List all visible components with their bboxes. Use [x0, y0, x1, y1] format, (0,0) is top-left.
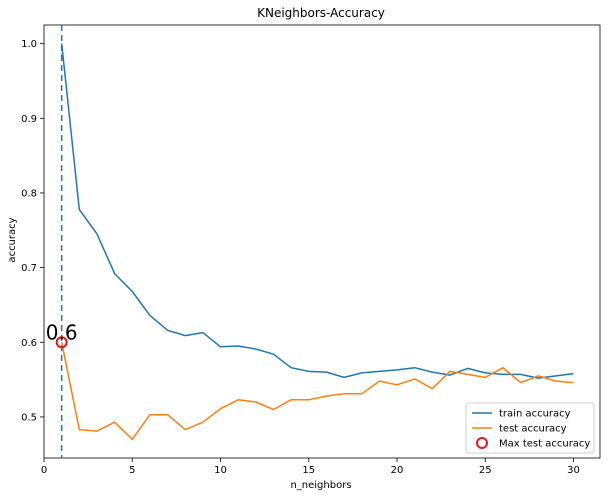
- series-line-train-accuracy: [60, 43, 574, 379]
- max-test-accuracy-marker: [55, 336, 68, 349]
- plot-frame: [43, 24, 601, 459]
- y-axis: 0.5 0.6 0.7 0.8 0.9 1.0: [21, 39, 44, 423]
- series-line-test-accuracy: [60, 342, 574, 441]
- legend-label: Max test accuracy: [499, 439, 590, 450]
- legend-label: train accuracy: [499, 409, 571, 420]
- x-tick-label: 5: [129, 465, 135, 476]
- y-tick-label: 0.5: [21, 412, 37, 423]
- x-tick-label: 20: [391, 465, 404, 476]
- legend-label: test accuracy: [499, 424, 567, 435]
- x-axis: 0 5 10 15 20 25 30: [41, 458, 580, 476]
- x-tick-label: 10: [214, 465, 227, 476]
- y-axis-title: accuracy: [7, 217, 18, 262]
- x-axis-title: n_neighbors: [290, 480, 351, 491]
- x-tick-label: 0: [41, 465, 47, 476]
- legend-box: [465, 402, 595, 454]
- max-value-annotation: 0.6: [46, 320, 78, 344]
- x-tick-label: 15: [302, 465, 315, 476]
- legend-marker: [476, 437, 488, 449]
- x-tick-label: 25: [479, 465, 492, 476]
- y-tick-label: 0.6: [21, 338, 37, 349]
- y-tick-label: 0.7: [21, 263, 37, 274]
- y-tick-label: 0.8: [21, 188, 37, 199]
- legend: train accuracy test accuracy Max test accu…: [465, 402, 595, 454]
- y-tick-label: 1.0: [21, 39, 37, 50]
- chart-title: KNeighbors-Accuracy: [257, 6, 385, 20]
- x-tick-label: 30: [567, 465, 580, 476]
- y-tick-label: 0.9: [21, 114, 37, 125]
- plot-area: 0.6: [43, 24, 601, 459]
